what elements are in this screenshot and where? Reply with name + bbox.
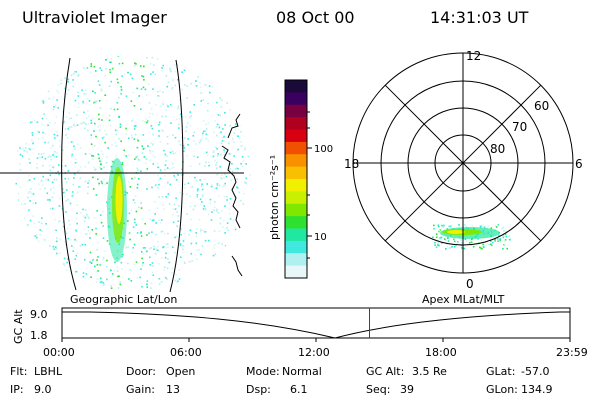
door-label: Door: bbox=[126, 365, 156, 378]
polar-label-0: 0 bbox=[466, 277, 474, 291]
geographic-label: Geographic Lat/Lon bbox=[70, 293, 178, 306]
timeline-tick-0600: 06:00 bbox=[170, 346, 202, 359]
timeline-ymax: 9.0 bbox=[30, 308, 48, 321]
glat-label: GLat: bbox=[486, 365, 516, 378]
coastline bbox=[221, 113, 243, 277]
image-time: 14:31:03 UT bbox=[430, 8, 529, 27]
mode-value: Normal bbox=[282, 365, 322, 378]
polar-lat-80: 80 bbox=[490, 142, 505, 156]
altitude-curve bbox=[62, 311, 570, 339]
geographic-image bbox=[0, 55, 251, 293]
flt-label: Flt: bbox=[10, 365, 28, 378]
image-date: 08 Oct 00 bbox=[276, 8, 355, 27]
app-title: Ultraviolet Imager bbox=[22, 8, 167, 27]
flt-value: LBHL bbox=[34, 365, 63, 378]
seq-value: 39 bbox=[400, 383, 414, 396]
polar-lat-60: 60 bbox=[534, 99, 549, 113]
dsp-value: 6.1 bbox=[290, 383, 308, 396]
geographic-aurora-band bbox=[107, 158, 127, 262]
mode-label: Mode: bbox=[246, 365, 280, 378]
gain-label: Gain: bbox=[126, 383, 155, 396]
gain-value: 13 bbox=[166, 383, 180, 396]
timeline-tick-0000: 00:00 bbox=[43, 346, 75, 359]
glat-value: -57.0 bbox=[521, 365, 550, 378]
dsp-label: Dsp: bbox=[246, 383, 271, 396]
timeline-ymin: 1.8 bbox=[30, 329, 48, 342]
polar-lat-70: 70 bbox=[512, 120, 527, 134]
door-value: Open bbox=[166, 365, 196, 378]
colorbar-tick-10: 10 bbox=[314, 232, 327, 243]
polar-aurora-band bbox=[440, 227, 500, 239]
colorbar-unit-label: photon cm⁻²s⁻¹ bbox=[268, 155, 281, 240]
polar-label-6: 6 bbox=[575, 157, 583, 171]
glon-label: GLon: bbox=[486, 383, 518, 396]
timeline-tick-2359: 23:59 bbox=[556, 346, 588, 359]
polar-plot bbox=[352, 52, 574, 274]
timeline-ylabel: GC Alt bbox=[12, 309, 25, 344]
colorbar bbox=[284, 79, 312, 279]
gcalt-label: GC Alt: bbox=[366, 365, 405, 378]
meridian-line-left bbox=[61, 57, 77, 291]
timeline-plot bbox=[61, 307, 571, 342]
ip-label: IP: bbox=[10, 383, 24, 396]
ip-value: 9.0 bbox=[34, 383, 52, 396]
gcalt-value: 3.5 Re bbox=[412, 365, 447, 378]
colorbar-tick-100: 100 bbox=[314, 144, 333, 155]
meridian-line-right bbox=[169, 59, 184, 293]
polar-label-12: 12 bbox=[466, 49, 481, 63]
apex-label: Apex MLat/MLT bbox=[422, 293, 505, 306]
geographic-emission-speckle bbox=[15, 55, 251, 291]
timeline-tick-1800: 18:00 bbox=[425, 346, 457, 359]
polar-label-18: 18 bbox=[344, 157, 359, 171]
seq-label: Seq: bbox=[366, 383, 391, 396]
timeline-tick-1200: 12:00 bbox=[298, 346, 330, 359]
glon-value: 134.9 bbox=[521, 383, 553, 396]
